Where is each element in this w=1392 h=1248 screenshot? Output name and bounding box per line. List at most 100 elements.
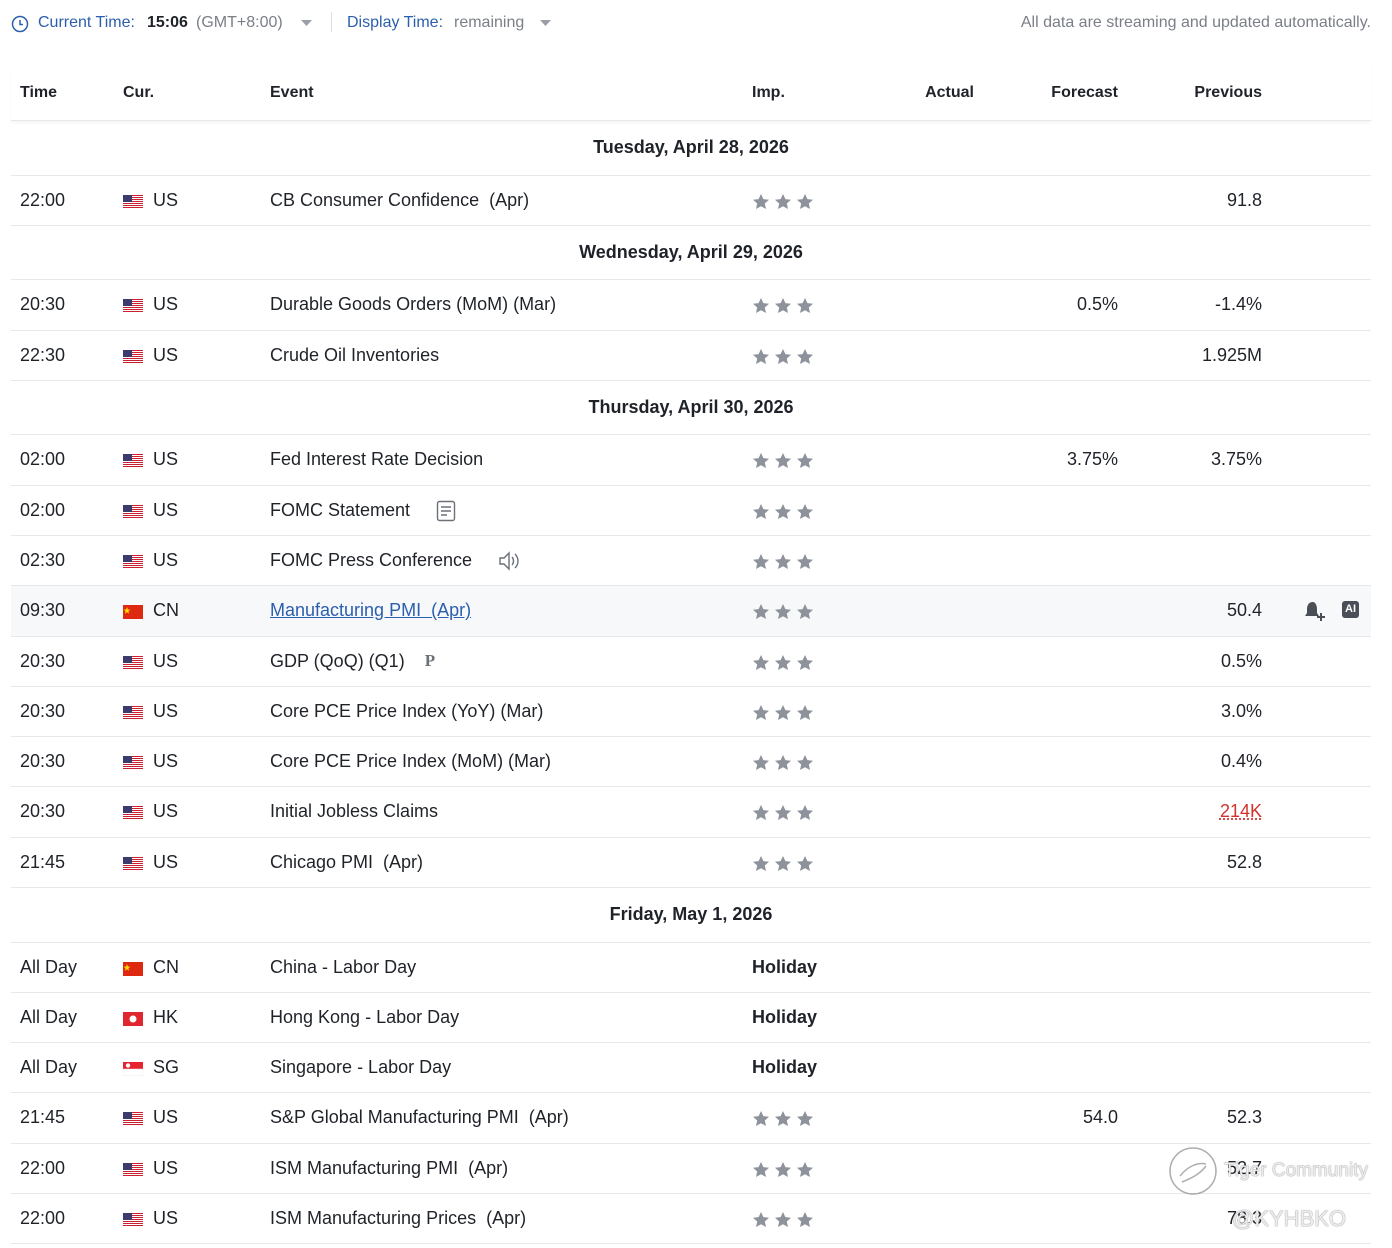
currency: US [153, 344, 179, 365]
current-time[interactable]: 15:06 [147, 14, 188, 31]
event: Chicago PMI (Apr) [270, 852, 423, 873]
flag-part [123, 303, 143, 305]
dropdown-arrow[interactable] [540, 20, 551, 27]
star [797, 604, 813, 620]
event-row[interactable]: 21:45 US S&P Global Manufacturing PMI (Apr… [11, 1093, 1371, 1144]
flag-part [123, 756, 132, 764]
document-icon[interactable] [436, 500, 456, 522]
flag-part [123, 454, 132, 462]
flag-part [123, 462, 143, 464]
importance-stars [753, 453, 813, 469]
star [797, 503, 813, 519]
importance-stars [753, 604, 813, 620]
flag-part [123, 764, 143, 766]
flag [123, 504, 143, 519]
flag-part [123, 1120, 143, 1122]
event-row[interactable]: 20:30 US Core PCE Price Index (YoY) (Mar) 3… [11, 687, 1371, 738]
flag-part [123, 1217, 143, 1219]
flag-part [123, 504, 143, 506]
forecast: 54.0 [1082, 1107, 1118, 1128]
flag [123, 454, 143, 469]
star [753, 704, 769, 720]
event-row[interactable]: 21:45 US Chicago PMI (Apr) 52.8 [11, 838, 1371, 889]
previous: 52.3 [1226, 1107, 1262, 1128]
flag-part [123, 513, 143, 515]
star [753, 604, 769, 620]
time: 21:45 [20, 851, 66, 872]
event-name: GDP (QoQ) (Q1) [270, 650, 405, 671]
alert-icon[interactable] [1303, 599, 1327, 623]
event-row[interactable]: 09:30 CN Manufacturing PMI (Apr) 50.4 AI [11, 586, 1371, 637]
flag [123, 655, 143, 670]
flag-part [123, 300, 143, 302]
ai-button[interactable]: AI [1342, 601, 1359, 619]
flag-part [123, 454, 143, 456]
event-row[interactable]: 20:30 US Initial Jobless Claims 214K [11, 787, 1371, 838]
flag-part [123, 512, 143, 514]
flag-part [123, 197, 143, 199]
flag-part [123, 1112, 132, 1120]
flag-part [123, 859, 143, 861]
previous: 50.4 [1226, 600, 1262, 621]
flag-part [123, 709, 143, 711]
event-row[interactable]: All Day HK Hong Kong - Labor Day Holiday [11, 993, 1371, 1044]
flag-part [123, 556, 143, 558]
table-header: Time Cur. Event Imp. Actual Forecast Previous [11, 66, 1371, 121]
star [797, 755, 813, 771]
event-row[interactable]: All Day SG Singapore - Labor Day Holiday [11, 1043, 1371, 1094]
event-row[interactable]: 22:00 US ISM Manufacturing Prices (Apr) 78.… [11, 1194, 1371, 1245]
event-row[interactable]: All Day CN China - Labor Day Holiday [11, 943, 1371, 993]
display-time-label: Display Time: [347, 14, 444, 31]
flag-part [123, 864, 143, 866]
event-row[interactable]: 20:30 US GDP (QoQ) (Q1) P 0.5% [11, 637, 1371, 687]
flag-part [123, 505, 143, 507]
event-row[interactable]: 22:30 US Crude Oil Inventories 1.925M [11, 331, 1371, 381]
flag-part [123, 963, 131, 971]
timezone[interactable]: (GMT+8:00) [196, 14, 283, 31]
event-name: China - Labor Day [270, 956, 417, 977]
icon-part [441, 505, 452, 516]
flag [123, 194, 143, 209]
flag-part [123, 1222, 143, 1224]
event-name: Core PCE Price Index (YoY) (Mar) [270, 700, 544, 721]
speaker-icon[interactable] [498, 550, 522, 572]
calendar-table: Time Cur. Event Imp. Actual Forecast Previous T… [11, 66, 1371, 1245]
flag [123, 756, 143, 771]
event-row[interactable]: 20:30 US Durable Goods Orders (MoM) (Mar) 0… [11, 280, 1371, 331]
flag-part [123, 663, 143, 665]
flag-part [123, 1174, 143, 1176]
event-row[interactable]: 02:00 US Fed Interest Rate Decision 3.75% 3.… [11, 435, 1371, 486]
event-row[interactable]: 02:30 US FOMC Press Conference [11, 536, 1371, 587]
flag-part [123, 199, 143, 201]
flag-part [123, 362, 143, 364]
flag-part [123, 504, 132, 512]
flag-part [123, 205, 143, 207]
event: GDP (QoQ) (Q1) P [270, 651, 435, 672]
currency: US [153, 189, 179, 210]
ai-label[interactable]: AI [1345, 603, 1356, 616]
flag-part [123, 461, 143, 463]
event-row[interactable]: 02:00 US FOMC Statement [11, 486, 1371, 536]
flag-part [123, 658, 143, 660]
column-header: Previous [1194, 84, 1262, 101]
currency: HK [153, 1006, 179, 1027]
flag-part [123, 349, 143, 351]
flag-part [123, 817, 143, 819]
event-row[interactable]: 22:00 US CB Consumer Confidence (Apr) 91.8 [11, 176, 1371, 226]
star [775, 604, 791, 620]
flag-part [123, 299, 143, 301]
currency: US [153, 801, 179, 822]
dropdown-arrow[interactable] [301, 20, 312, 27]
event-row[interactable]: 20:30 US Core PCE Price Index (MoM) (Mar) 0… [11, 737, 1371, 788]
flag-part [123, 607, 131, 615]
flag-part [123, 203, 143, 205]
flag [123, 1112, 143, 1127]
flag-part [123, 668, 143, 670]
event-row[interactable]: 22:00 US ISM Manufacturing PMI (Apr) 52.7 [11, 1144, 1371, 1195]
importance: Holiday [752, 1057, 818, 1078]
star [753, 1161, 769, 1177]
flag-part [123, 715, 143, 717]
event-name[interactable]: Manufacturing PMI (Apr) [270, 600, 472, 621]
flag-part [123, 1117, 143, 1119]
display-time[interactable]: remaining [454, 14, 525, 31]
